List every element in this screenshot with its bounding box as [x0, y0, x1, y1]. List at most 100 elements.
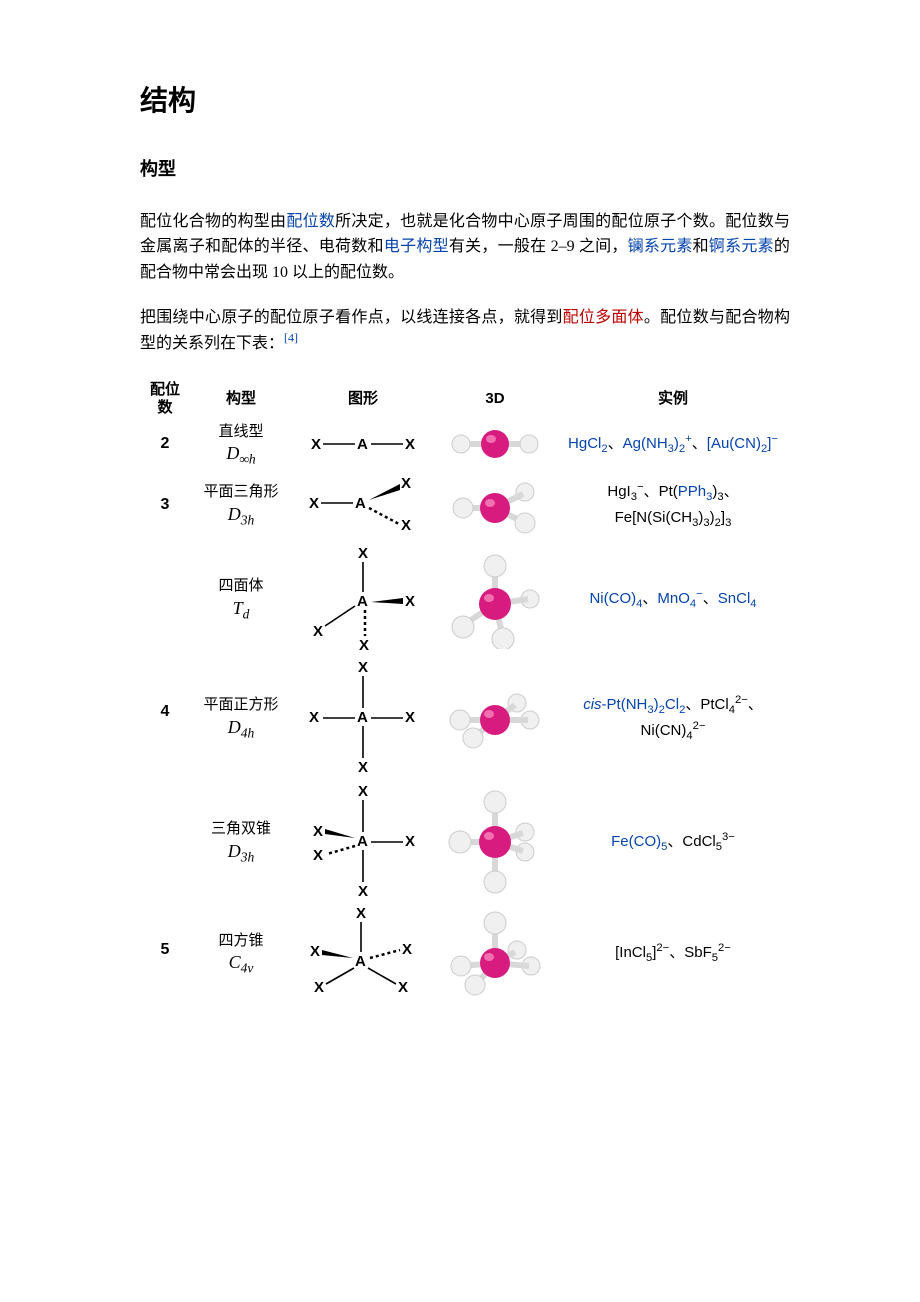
shape-tetrahedral: 四面体 Td	[190, 542, 292, 656]
model3d-linear	[434, 421, 556, 468]
ex-feco5[interactable]: Fe(CO)5	[611, 833, 667, 850]
shape-linear: 直线型 D∞h	[190, 421, 292, 468]
model3d-trigbipy	[434, 780, 556, 904]
model3d-tetrahedral	[434, 542, 556, 656]
svg-text:A: A	[357, 593, 368, 610]
svg-text:X: X	[358, 659, 368, 676]
intro-paragraph-2: 把围绕中心原子的配位原子看作点，以线连接各点，就得到配位多面体。配位数与配合物构…	[140, 305, 790, 356]
svg-text:X: X	[401, 517, 411, 534]
ex-hgcl2[interactable]: HgCl2	[568, 435, 608, 452]
text: 把围绕中心原子的配位原子看作点，以线连接各点，就得到	[140, 309, 563, 326]
svg-text:X: X	[310, 943, 320, 960]
th-fig: 图形	[292, 377, 434, 421]
svg-text:X: X	[356, 906, 366, 922]
ex-mno4[interactable]: MnO4−	[657, 590, 702, 607]
svg-text:X: X	[314, 979, 324, 996]
ex-cdcl5: CdCl53−	[682, 833, 734, 850]
model3d-trigonal	[434, 468, 556, 542]
diagram-linear: X A X	[292, 421, 434, 468]
symmetry-sub: 3h	[241, 512, 255, 527]
svg-text:A: A	[355, 495, 366, 512]
examples-cn4a: Ni(CO)4、MnO4−、SnCl4	[556, 542, 790, 656]
diagram-square-planar: X X A X X	[292, 656, 434, 780]
svg-text:X: X	[405, 833, 415, 850]
symmetry-base: D	[228, 504, 241, 524]
shape-name: 三角双锥	[211, 821, 271, 837]
redlink-coordination-polyhedron[interactable]: 配位多面体	[563, 309, 644, 326]
ex-sbf5: SbF52−	[684, 944, 731, 961]
table-row: 四方锥 C4v X A X X X X	[140, 904, 790, 1003]
cn-3: 3	[140, 468, 190, 542]
shape-name: 四方锥	[218, 933, 263, 949]
symmetry-base: C	[229, 952, 241, 972]
examples-cn2: HgCl2、Ag(NH3)2+、[Au(CN)2]−	[556, 421, 790, 468]
shape-name: 平面正方形	[203, 697, 278, 713]
svg-text:X: X	[313, 623, 323, 640]
ex-ptcl4: PtCl42−	[700, 696, 747, 713]
examples-cn5a: Fe(CO)5、CdCl53−	[556, 780, 790, 904]
th-3d: 3D	[434, 377, 556, 421]
link-coordination-number[interactable]: 配位数	[286, 213, 335, 230]
ex-agnh3[interactable]: Ag(NH3)2+	[623, 435, 692, 452]
ex-aucn[interactable]: [Au(CN)2]−	[707, 435, 778, 452]
diagram-tetrahedral: X A X X X	[292, 542, 434, 656]
table-row: 3 平面三角形 D3h X A X X	[140, 468, 790, 542]
svg-text:X: X	[311, 436, 321, 453]
symmetry-base: D	[226, 443, 239, 463]
svg-text:X: X	[309, 709, 319, 726]
sep: 、	[692, 435, 707, 452]
symmetry-sub: ∞h	[239, 452, 255, 467]
shape-square-planar: 平面正方形 D4h	[190, 656, 292, 780]
svg-text:X: X	[358, 783, 368, 800]
svg-text:A: A	[355, 953, 366, 970]
sep: 、	[608, 435, 623, 452]
ex-hgi3: HgI3−	[607, 483, 643, 500]
cn-5: 5	[140, 780, 190, 1003]
svg-text:X: X	[358, 759, 368, 776]
text: 配位化合物的构型由	[140, 213, 286, 230]
shape-sqpy: 四方锥 C4v	[190, 904, 292, 1003]
intro-paragraph-1: 配位化合物的构型由配位数所决定，也就是化合物中心原子周围的配位原子个数。配位数与…	[140, 209, 790, 286]
page-title: 结构	[140, 80, 790, 125]
symmetry-sub: d	[243, 606, 250, 621]
svg-text:X: X	[309, 495, 319, 512]
model3d-sqpy	[434, 904, 556, 1003]
svg-text:X: X	[401, 475, 411, 492]
symmetry-base: D	[228, 717, 241, 737]
section-title: 构型	[140, 155, 790, 184]
svg-text:A: A	[357, 833, 368, 850]
table-row: 平面正方形 D4h X X A X X	[140, 656, 790, 780]
text: 和	[693, 238, 709, 255]
link-pph3[interactable]: PPh3	[678, 483, 713, 500]
ex-nico4[interactable]: Ni(CO)4	[589, 590, 642, 607]
th-shape: 构型	[190, 377, 292, 421]
ex-sncl4[interactable]: SnCl4	[718, 590, 757, 607]
ex-incl5: [InCl5]2−	[615, 944, 669, 961]
examples-cn3: HgI3−、Pt(PPh3)3、 Fe[N(Si(CH3)3)2]3	[556, 468, 790, 542]
ex-ptpph3: Pt(PPh3)3	[659, 483, 724, 500]
geometry-table: 配位数 构型 图形 3D 实例 2 直线型 D∞h X A X	[140, 377, 790, 1003]
text: 有关，一般在 2–9 之间，	[449, 238, 628, 255]
table-row: 4 四面体 Td X A X X X	[140, 542, 790, 656]
svg-text:X: X	[313, 847, 323, 864]
symmetry-sub: 4v	[241, 961, 254, 976]
svg-text:X: X	[358, 883, 368, 900]
svg-text:A: A	[357, 709, 368, 726]
table-row: 5 三角双锥 D3h X A X X X X	[140, 780, 790, 904]
th-cn: 配位数	[140, 377, 190, 421]
svg-text:X: X	[398, 979, 408, 996]
svg-text:X: X	[405, 593, 415, 610]
cn-4: 4	[140, 542, 190, 780]
ex-fensi: Fe[N(Si(CH3)3)2]3	[615, 509, 732, 526]
link-actinide[interactable]: 锕系元素	[709, 238, 774, 255]
svg-text:A: A	[357, 436, 368, 453]
examples-cn5b: [InCl5]2−、SbF52−	[556, 904, 790, 1003]
ex-nicn4: Ni(CN)42−	[641, 722, 706, 739]
model3d-square-planar	[434, 656, 556, 780]
ex-cisplatin[interactable]: cis-Pt(NH3)2Cl2	[583, 696, 685, 713]
link-lanthanide[interactable]: 镧系元素	[628, 238, 693, 255]
footnote-ref-4[interactable]: [4]	[284, 331, 298, 345]
symmetry-base: D	[228, 841, 241, 861]
cn-2: 2	[140, 421, 190, 468]
link-electron-config[interactable]: 电子构型	[384, 238, 449, 255]
